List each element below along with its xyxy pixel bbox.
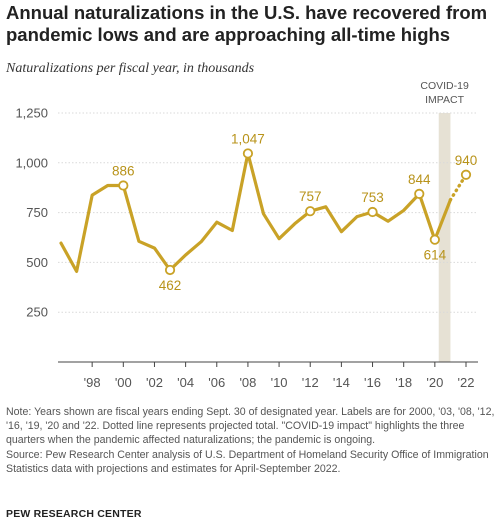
projected-series-line [448,173,468,202]
data-point-marker [118,180,129,191]
y-tick-label: 1,000 [15,155,48,170]
data-label: 886 [112,164,135,179]
data-label: 940 [455,153,478,168]
chart-title: Annual naturalizations in the U.S. have … [6,2,488,45]
x-tick-label: '12 [302,375,319,390]
x-tick-label: '06 [208,375,225,390]
chart-subtitle: Naturalizations per fiscal year, in thou… [6,61,255,76]
data-point-marker [460,169,472,180]
pew-logo-text: PEW RESEARCH CENTER [6,508,142,520]
data-label: 614 [424,248,447,263]
x-tick-label: '00 [115,375,132,390]
data-point-marker [414,188,425,199]
x-tick-label: '18 [395,375,412,390]
source-text: Source: Pew Research Center analysis of … [6,448,489,475]
data-label: 753 [361,190,384,205]
chart-note: Note: Years shown are fiscal years endin… [6,405,496,476]
y-tick-label: 500 [26,255,48,270]
y-tick-label: 750 [26,205,48,220]
x-tick-label: '02 [146,375,163,390]
data-point-marker [429,234,440,245]
note-text: Note: Years shown are fiscal years endin… [6,406,495,447]
covid-label-line1: COVID-19 [420,80,469,92]
covid-label-line2: IMPACT [425,94,464,106]
data-point-marker [367,206,378,218]
data-point-marker [242,148,254,159]
data-point-marker [305,206,316,217]
data-label: 757 [299,189,322,204]
naturalizations-series-line [59,151,452,273]
x-tick-label: '20 [426,375,443,390]
covid-impact-band [438,113,451,362]
data-label: 844 [408,172,431,187]
x-tick-label: '10 [271,375,288,390]
x-tick-label: '08 [239,375,256,390]
data-label: 1,047 [231,131,265,146]
line-chart: 250 500 750 1,000 1,250 '98 '00 '02 '04 '06 '08 '1… [15,80,478,390]
data-point-marker [164,264,176,276]
y-tick-label: 250 [26,305,48,320]
x-tick-label: '14 [333,375,350,390]
data-label: 462 [159,278,182,293]
x-tick-label: '22 [458,375,475,390]
x-tick-label: '04 [177,375,194,390]
x-tick-label: '16 [364,375,381,390]
y-tick-label: 1,250 [15,106,48,121]
x-tick-label: '98 [84,375,101,390]
